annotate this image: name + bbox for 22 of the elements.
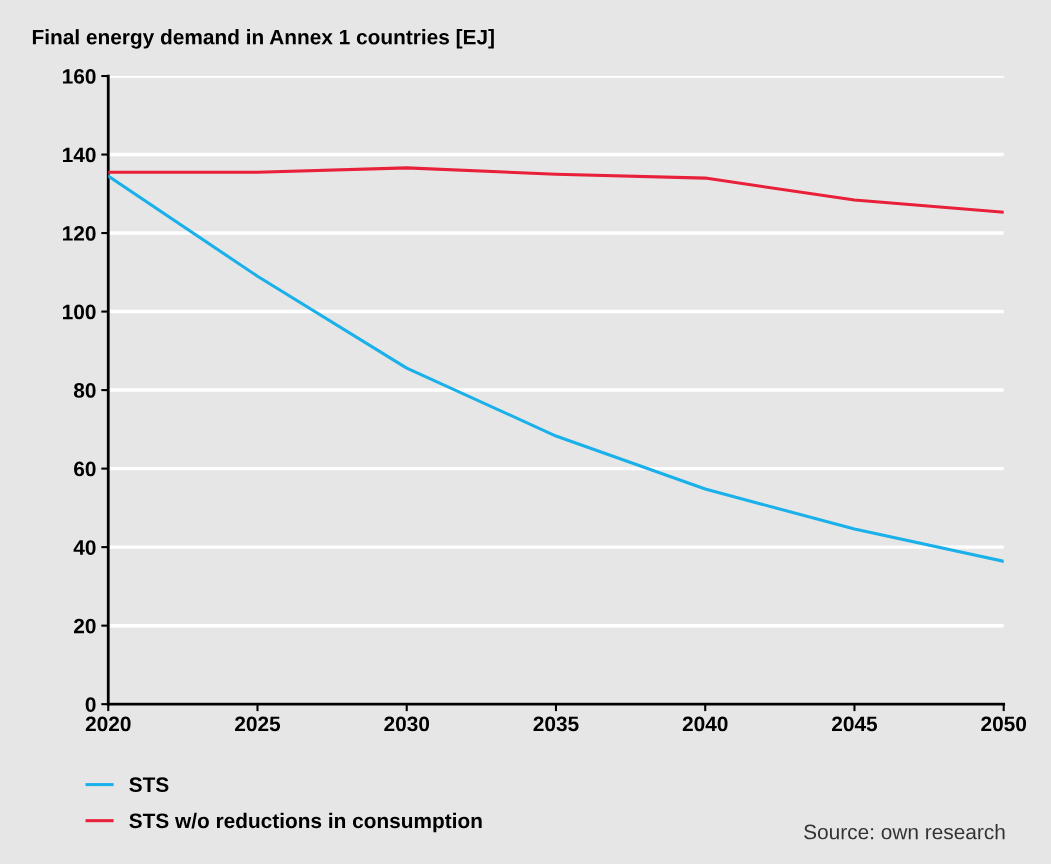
x-tick-label: 2025 [235, 716, 281, 732]
legend-label: STS w/o reductions in consumption [129, 812, 482, 833]
y-tick-label: 120 [63, 226, 96, 241]
x-tick-label: 2020 [85, 716, 131, 732]
y-axis-title: Final energy demand in Annex 1 countries [EJ] [32, 29, 494, 49]
line-series [108, 166, 1004, 214]
legend-label: STS [129, 777, 169, 793]
source-note: Source: own research [804, 824, 1005, 840]
y-tick-label: 80 [73, 383, 96, 398]
y-tick-label: 20 [74, 618, 96, 634]
x-tick-label: 2030 [384, 716, 430, 732]
y-tick-label: 140 [63, 147, 96, 163]
x-tick-label: 2045 [832, 716, 878, 732]
line-series [108, 174, 1004, 563]
x-tick-label: 2050 [981, 716, 1027, 732]
y-tick-label: 40 [73, 540, 96, 555]
x-tick-label: 2040 [682, 716, 728, 732]
x-tick-label: 2035 [533, 716, 579, 732]
y-tick-label: 0 [85, 697, 96, 712]
y-tick-label: 60 [74, 461, 96, 477]
y-tick-label: 160 [63, 69, 96, 84]
y-tick-label: 100 [63, 304, 96, 320]
